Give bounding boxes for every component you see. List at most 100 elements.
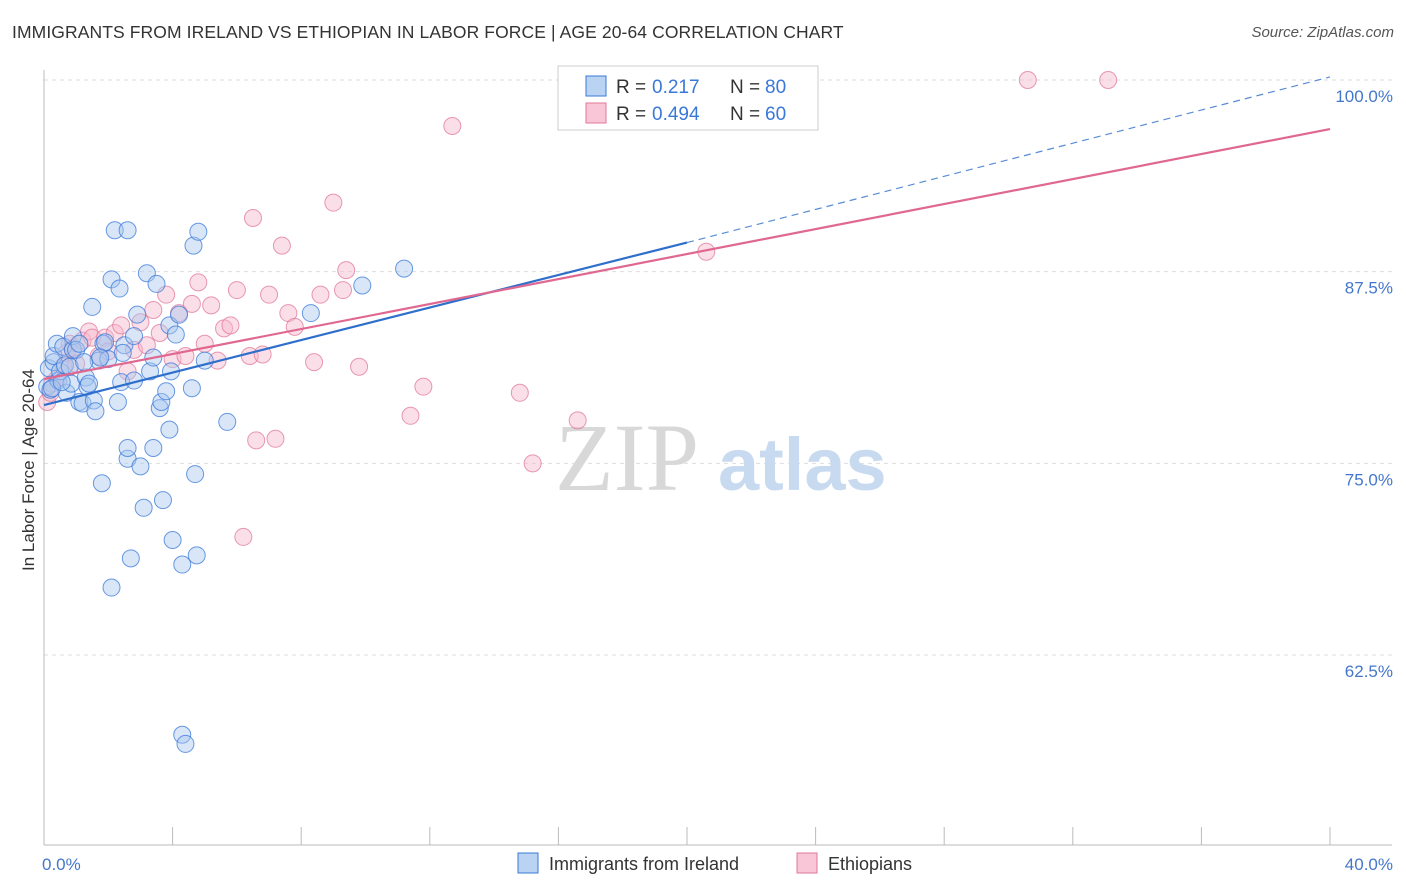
legend-blue-n-value: 80 [765, 77, 786, 98]
ethiopians-point [285, 317, 304, 336]
legend-ethiopians-swatch [796, 852, 818, 874]
x-tick-label: 40.0% [1345, 855, 1393, 874]
ireland-point [184, 236, 203, 255]
trend-lines [43, 76, 1331, 407]
ireland-point [182, 379, 201, 398]
ireland-point [115, 336, 134, 355]
ireland-point [57, 383, 76, 402]
ethiopians-point [105, 324, 124, 342]
ethiopians-point [311, 285, 330, 304]
ethiopians-point [243, 209, 262, 227]
ireland-point [121, 549, 140, 568]
ireland-point [150, 399, 169, 418]
ireland-point [118, 439, 137, 457]
y-tick-label: 75.0% [1345, 470, 1393, 489]
chart-title: IMMIGRANTS FROM IRELAND VS ETHIOPIAN IN … [12, 22, 844, 42]
ethiopians-point [401, 406, 420, 425]
ireland-point [70, 334, 89, 353]
ireland-point [83, 297, 102, 316]
ireland-point [91, 348, 110, 367]
ireland-point [110, 279, 129, 298]
ireland-point [170, 305, 189, 324]
ethiopians-point [443, 117, 462, 135]
ireland-point [52, 373, 71, 392]
ireland-point [166, 325, 185, 344]
legend-pink-swatch [585, 102, 607, 124]
ethiopians-trend-line [43, 127, 1331, 381]
y-tick-label: 100.0% [1335, 87, 1393, 106]
ethiopians-point [182, 294, 201, 313]
legend-ethiopians-label: Ethiopians [828, 854, 912, 874]
ethiopians-point [414, 377, 433, 396]
ireland-point [75, 353, 94, 372]
ireland-point [113, 343, 132, 362]
ethiopians-point [247, 431, 266, 450]
ireland-trend-line [43, 241, 688, 407]
legend-blue-r-label: R = [616, 77, 646, 98]
ethiopians-point [260, 285, 279, 304]
ethiopians-point [144, 301, 163, 319]
ireland-point [163, 531, 182, 549]
ethiopians-point [150, 324, 169, 342]
ireland-point [63, 327, 82, 346]
source-label: Source: ZipAtlas.com [1251, 24, 1394, 41]
ireland-point [353, 276, 372, 295]
ethiopians-point [96, 328, 115, 347]
gridlines [44, 79, 1392, 656]
ireland-point [118, 221, 137, 240]
ireland-point [152, 393, 171, 411]
ethiopians-point [189, 273, 208, 292]
ethiopians-point [523, 454, 542, 473]
ethiopians-point [510, 383, 529, 402]
ireland-point [395, 259, 414, 278]
ireland-point [187, 546, 206, 565]
ethiopians-point [112, 316, 131, 335]
x-tick-labels: 0.0% 40.0% [42, 855, 1393, 874]
ireland-point [153, 491, 172, 510]
legend-blue-r-value: 0.217 [652, 77, 700, 98]
legend-pink-n-value: 60 [765, 104, 786, 125]
legend-blue-swatch [585, 75, 607, 97]
ireland-point [125, 327, 144, 346]
ethiopians-point [568, 411, 587, 430]
ireland-points [38, 71, 632, 753]
ethiopians-point [266, 429, 285, 448]
ireland-point [189, 222, 208, 241]
ireland-point [176, 734, 195, 753]
watermark-atlas: atlas [718, 423, 887, 506]
legend-series: Immigrants from Ireland Ethiopians [517, 852, 912, 874]
ethiopians-point [221, 316, 240, 335]
ireland-point [173, 555, 192, 574]
ethiopians-point [272, 236, 291, 255]
legend-pink-r-label: R = [616, 104, 646, 125]
ireland-point [147, 274, 166, 293]
ireland-point [141, 362, 160, 381]
ethiopians-point [1099, 71, 1118, 89]
y-tick-label: 87.5% [1345, 279, 1393, 298]
ethiopians-point [305, 353, 324, 372]
legend-ireland-swatch [517, 852, 539, 874]
ireland-point [157, 382, 176, 401]
ethiopians-point [1018, 71, 1037, 89]
ireland-point [134, 498, 153, 517]
ireland-point [131, 457, 150, 476]
ireland-point [144, 439, 163, 457]
ireland-point [102, 578, 121, 597]
ireland-point [92, 474, 111, 493]
legend-stats: R = 0.217 N = 80 R = 0.494 N = 60 [557, 65, 819, 131]
legend-ireland-label: Immigrants from Ireland [549, 854, 739, 874]
axes [43, 70, 1392, 846]
ethiopians-point [350, 357, 369, 376]
ireland-point [43, 379, 62, 398]
legend-pink-n-label: N = [730, 104, 760, 125]
ireland-point [218, 412, 237, 431]
ethiopians-point [73, 331, 92, 350]
ethiopians-point [333, 281, 352, 300]
ireland-point [80, 374, 99, 393]
ethiopians-point [337, 261, 356, 280]
ethiopians-point [234, 527, 253, 546]
ireland-point [86, 402, 105, 421]
y-axis-title: In Labor Force | Age 20-64 [19, 369, 38, 571]
ireland-trend-extension [686, 76, 1331, 244]
